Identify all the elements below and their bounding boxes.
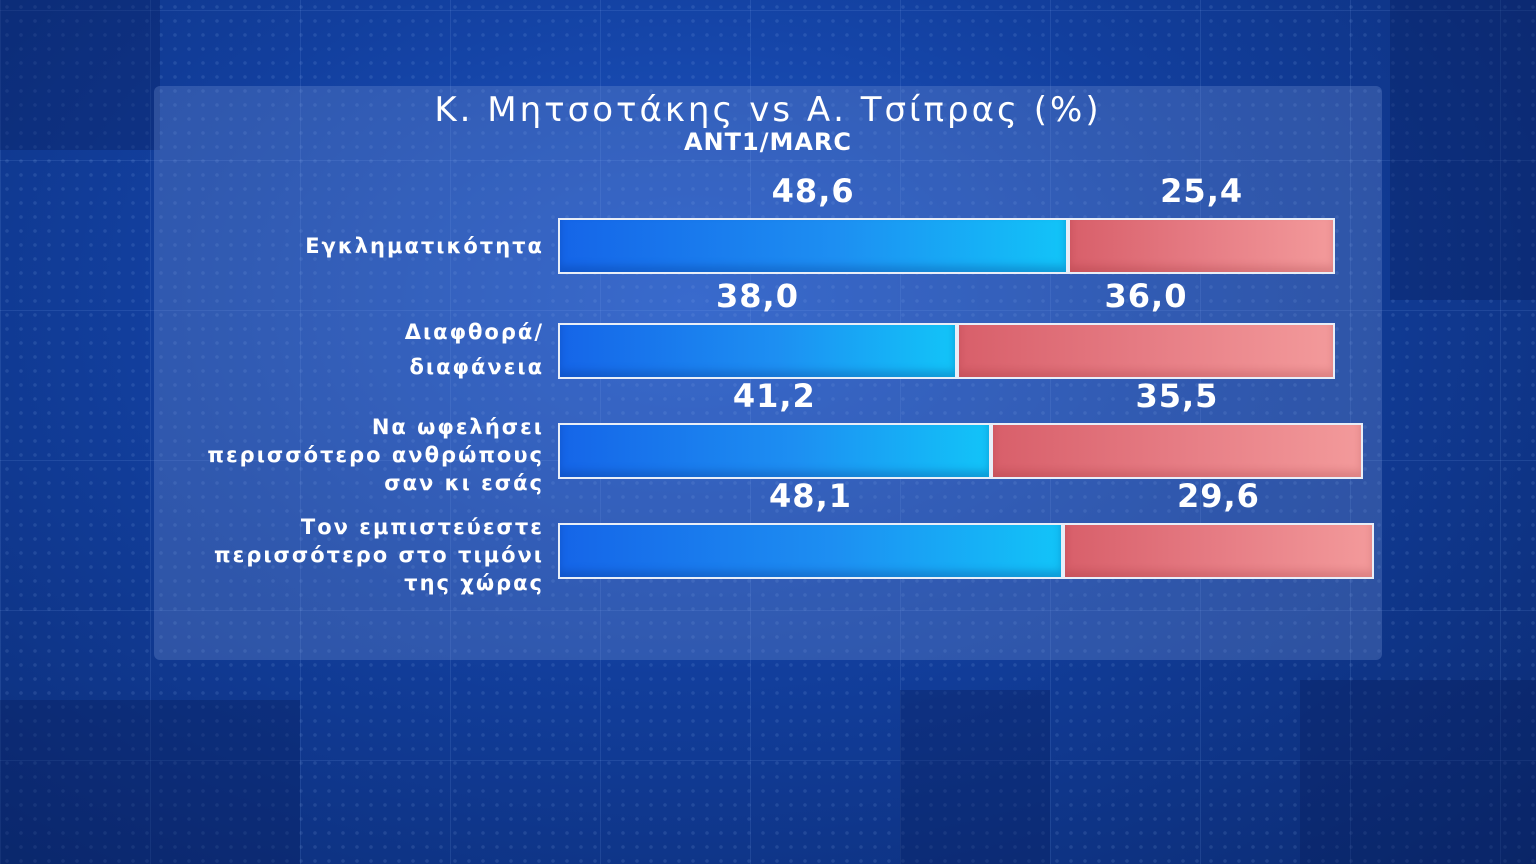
data-label: 29,6 (1176, 477, 1260, 515)
bar-series-2 (1063, 523, 1374, 579)
chart-title: Κ. Μητσοτάκης vs Α. Τσίπρας (%) (434, 90, 1102, 130)
data-label: 38,0 (716, 277, 799, 315)
bar-series-1 (558, 218, 1069, 274)
data-label: 48,6 (771, 172, 855, 210)
category-label: Να ωφελήσει περισσότερο ανθρώπους σαν κι… (207, 415, 544, 495)
bar-series-2 (1068, 218, 1335, 274)
category-label: Διαφθορά/ διαφάνεια (404, 320, 544, 379)
data-label: 25,4 (1160, 172, 1244, 210)
chart-subtitle: ANT1/MARC (683, 128, 853, 156)
bar-series-1 (558, 423, 991, 479)
category-label: Εγκληματικότητα (305, 234, 544, 258)
bar-series-2 (990, 423, 1364, 479)
data-label: 35,5 (1135, 377, 1219, 415)
bar-series-2 (957, 323, 1335, 379)
data-label: 41,2 (732, 377, 816, 415)
bar-series-1 (558, 323, 957, 379)
data-label: 48,1 (769, 477, 852, 515)
chart-panel: Κ. Μητσοτάκης vs Α. Τσίπρας (%) ANT1/MAR… (154, 86, 1382, 660)
bar-series-1 (558, 523, 1064, 579)
data-label: 36,0 (1104, 277, 1188, 315)
category-label: Τον εμπιστεύεστε περισσότερο στο τιμόνι … (214, 515, 544, 595)
